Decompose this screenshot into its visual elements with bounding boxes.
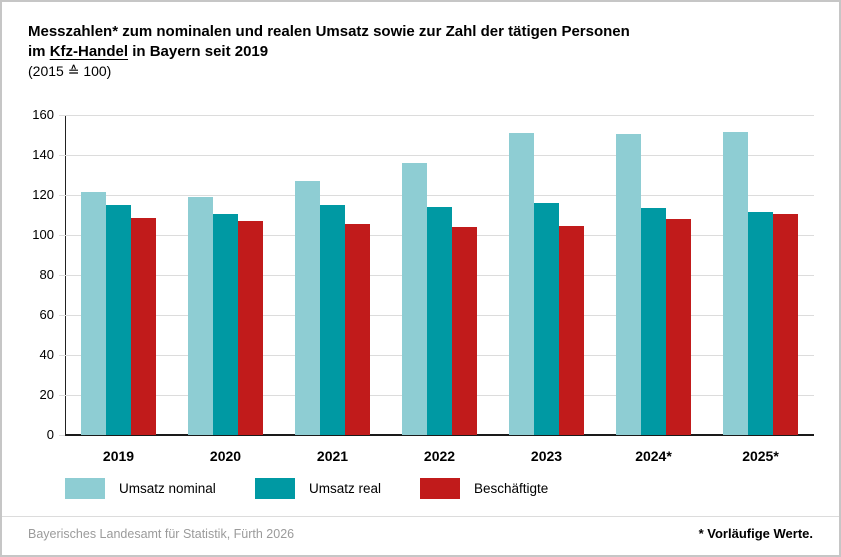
- legend: Umsatz nominal Umsatz real Beschäftigte: [65, 478, 548, 499]
- y-tick-40: [59, 354, 65, 356]
- bar-umsatz-nominal-2023: [509, 133, 534, 435]
- chart-header: Messzahlen* zum nominalen und realen Ums…: [28, 22, 819, 81]
- x-axis-label-2019: 2019: [102, 448, 135, 464]
- y-axis-label-160: 160: [32, 107, 54, 122]
- x-axis-line: [65, 434, 814, 436]
- y-axis-label-0: 0: [46, 427, 54, 442]
- footer-source: Bayerisches Landesamt für Statistik, Für…: [28, 527, 295, 541]
- bar-group-2024*: [600, 115, 707, 435]
- legend-swatch-beschaeftigte: [420, 478, 460, 499]
- title-line2-pre: im: [28, 43, 50, 60]
- bar-umsatz-real-2019: [106, 205, 131, 435]
- x-axis-label-2023: 2023: [530, 448, 563, 464]
- legend-label-beschaeftigte: Beschäftigte: [474, 481, 549, 496]
- y-axis-label-100: 100: [32, 227, 54, 242]
- y-tick-20: [59, 394, 65, 396]
- footer: Bayerisches Landesamt für Statistik, Für…: [2, 516, 839, 541]
- bar-group-2025*: [707, 115, 814, 435]
- bar-besch-ftigte-2022: [452, 227, 477, 435]
- title-line2-post: in Bayern seit 2019: [128, 43, 269, 60]
- x-axis-label-2025*: 2025*: [742, 448, 779, 464]
- bar-umsatz-real-2021: [320, 205, 345, 435]
- y-tick-100: [59, 234, 65, 236]
- y-tick-0: [59, 434, 65, 436]
- y-tick-140: [59, 154, 65, 156]
- bar-group-2020: [172, 115, 279, 435]
- legend-swatch-umsatz-nominal: [65, 478, 105, 499]
- y-axis-label-80: 80: [39, 267, 54, 282]
- y-tick-120: [59, 194, 65, 196]
- footer-note: * Vorläufige Werte.: [698, 526, 813, 541]
- chart-title-line1: Messzahlen* zum nominalen und realen Ums…: [28, 23, 630, 40]
- plot-area: 0 20 40 60 80 100 120 140 160 2019 2020 2021 2022 202…: [32, 107, 814, 464]
- chart-subtitle: (2015 ≙ 100): [28, 63, 112, 79]
- y-axis-label-60: 60: [39, 307, 54, 322]
- bar-umsatz-nominal-2021: [295, 181, 320, 435]
- legend-item-umsatz-nominal: Umsatz nominal: [65, 478, 255, 499]
- legend-label-umsatz-nominal: Umsatz nominal: [119, 481, 216, 496]
- y-tick-60: [59, 314, 65, 316]
- gridline-140: [65, 154, 814, 156]
- y-axis-label-120: 120: [32, 187, 54, 202]
- legend-item-beschaeftigte: Beschäftigte: [420, 478, 548, 499]
- bar-besch-ftigte-2024*: [666, 219, 691, 435]
- y-tick-160: [59, 114, 65, 116]
- bar-umsatz-nominal-2020: [188, 197, 213, 435]
- bar-group-2022: [386, 115, 493, 435]
- bar-umsatz-nominal-2019: [81, 192, 106, 435]
- bar-umsatz-nominal-2024*: [616, 134, 641, 435]
- x-axis-label-2024*: 2024*: [635, 448, 672, 464]
- bar-besch-ftigte-2021: [345, 224, 370, 435]
- legend-swatch-umsatz-real: [255, 478, 295, 499]
- bar-umsatz-real-2020: [213, 214, 238, 435]
- bar-umsatz-real-2024*: [641, 208, 666, 435]
- chart-title-line2: im Kfz-Handel in Bayern seit 2019: [28, 42, 819, 62]
- bar-umsatz-real-2022: [427, 207, 452, 435]
- title-line2-underlined: Kfz-Handel: [49, 43, 129, 60]
- gridline-120: [65, 194, 814, 196]
- bar-group-2019: [65, 115, 172, 435]
- y-tick-80: [59, 274, 65, 276]
- legend-item-umsatz-real: Umsatz real: [255, 478, 420, 499]
- bar-umsatz-nominal-2022: [402, 163, 427, 435]
- y-axis-label-20: 20: [39, 387, 54, 402]
- x-axis-label-2022: 2022: [423, 448, 456, 464]
- bar-besch-ftigte-2023: [559, 226, 584, 435]
- bar-besch-ftigte-2025*: [773, 214, 798, 435]
- bar-umsatz-real-2025*: [748, 212, 773, 435]
- y-axis-label-40: 40: [39, 347, 54, 362]
- bar-group-2021: [279, 115, 386, 435]
- y-axis-label-140: 140: [32, 147, 54, 162]
- bar-besch-ftigte-2020: [238, 221, 263, 435]
- x-axis-label-2020: 2020: [209, 448, 242, 464]
- bar-umsatz-real-2023: [534, 203, 559, 435]
- x-axis-label-2021: 2021: [316, 448, 349, 464]
- bar-umsatz-nominal-2025*: [723, 132, 748, 435]
- gridline-160: [65, 114, 814, 116]
- legend-label-umsatz-real: Umsatz real: [309, 481, 382, 496]
- bar-group-2023: [493, 115, 600, 435]
- bar-besch-ftigte-2019: [131, 218, 156, 435]
